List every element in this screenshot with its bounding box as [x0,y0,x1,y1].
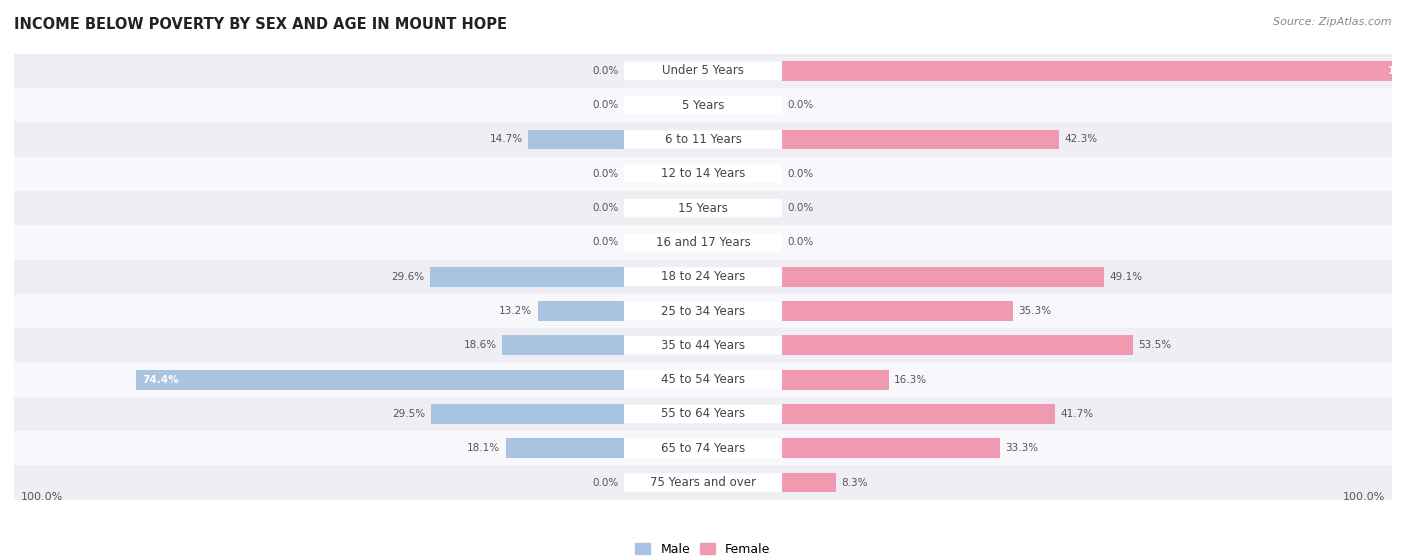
Text: 14.7%: 14.7% [489,135,523,144]
FancyBboxPatch shape [624,371,782,389]
FancyBboxPatch shape [624,267,782,286]
Bar [14,191,1392,225]
Bar [14,54,1392,88]
Bar [14,397,1392,431]
Text: 0.0%: 0.0% [787,203,813,213]
Text: 0.0%: 0.0% [593,238,619,248]
Bar [14,122,1392,157]
Bar [782,404,1056,424]
Legend: Male, Female: Male, Female [636,543,770,556]
Bar [502,335,624,356]
FancyBboxPatch shape [624,336,782,354]
FancyBboxPatch shape [624,439,782,457]
Text: 100.0%: 100.0% [1343,492,1385,503]
Text: 15 Years: 15 Years [678,202,728,215]
Text: INCOME BELOW POVERTY BY SEX AND AGE IN MOUNT HOPE: INCOME BELOW POVERTY BY SEX AND AGE IN M… [14,17,508,32]
Text: 75 Years and over: 75 Years and over [650,476,756,489]
Text: 6 to 11 Years: 6 to 11 Years [665,133,741,146]
FancyBboxPatch shape [624,199,782,217]
Text: 0.0%: 0.0% [787,169,813,179]
Bar [14,328,1392,362]
FancyBboxPatch shape [624,473,782,492]
Text: 49.1%: 49.1% [1109,272,1142,282]
Text: 100.0%: 100.0% [1388,66,1406,76]
Bar [14,465,1392,500]
Text: 29.6%: 29.6% [392,272,425,282]
Text: 45 to 54 Years: 45 to 54 Years [661,373,745,386]
Bar [14,157,1392,191]
Text: 33.3%: 33.3% [1005,443,1039,453]
Bar [14,88,1392,122]
Text: 13.2%: 13.2% [499,306,533,316]
Text: 0.0%: 0.0% [593,203,619,213]
Bar [782,438,1000,458]
FancyBboxPatch shape [624,61,782,80]
Bar [430,267,624,287]
FancyBboxPatch shape [624,233,782,252]
Text: 18.6%: 18.6% [464,340,496,350]
Bar [782,369,889,390]
Text: 16.3%: 16.3% [894,375,927,385]
Text: 53.5%: 53.5% [1137,340,1171,350]
Text: 42.3%: 42.3% [1064,135,1098,144]
Bar [14,362,1392,397]
Bar [14,225,1392,259]
Bar [782,61,1406,81]
Bar [782,130,1059,149]
FancyBboxPatch shape [624,405,782,423]
Text: 12 to 14 Years: 12 to 14 Years [661,167,745,181]
Bar [782,301,1014,321]
Bar [506,438,624,458]
Bar [430,404,624,424]
Text: 0.0%: 0.0% [593,100,619,110]
Text: 18.1%: 18.1% [467,443,501,453]
Bar [537,301,624,321]
Text: 35 to 44 Years: 35 to 44 Years [661,339,745,352]
Bar [527,130,624,149]
Text: 0.0%: 0.0% [787,238,813,248]
Bar [782,267,1104,287]
Bar [14,431,1392,465]
Text: 8.3%: 8.3% [841,477,868,487]
FancyBboxPatch shape [624,130,782,149]
Bar [782,472,837,492]
Text: 5 Years: 5 Years [682,99,724,112]
Text: 100.0%: 100.0% [21,492,63,503]
Text: 35.3%: 35.3% [1018,306,1052,316]
Text: 65 to 74 Years: 65 to 74 Years [661,442,745,454]
FancyBboxPatch shape [624,302,782,320]
Bar [136,369,624,390]
Text: Under 5 Years: Under 5 Years [662,64,744,77]
FancyBboxPatch shape [624,96,782,115]
Text: 74.4%: 74.4% [142,375,180,385]
Text: 0.0%: 0.0% [787,100,813,110]
Text: 18 to 24 Years: 18 to 24 Years [661,270,745,283]
Text: 0.0%: 0.0% [593,477,619,487]
Text: 55 to 64 Years: 55 to 64 Years [661,408,745,420]
Text: 0.0%: 0.0% [593,66,619,76]
Text: 0.0%: 0.0% [593,169,619,179]
Text: 25 to 34 Years: 25 to 34 Years [661,305,745,318]
Bar [14,294,1392,328]
Text: Source: ZipAtlas.com: Source: ZipAtlas.com [1274,17,1392,27]
Bar [782,335,1133,356]
Text: 41.7%: 41.7% [1060,409,1094,419]
FancyBboxPatch shape [624,164,782,183]
Bar [14,259,1392,294]
Text: 29.5%: 29.5% [392,409,426,419]
Text: 16 and 17 Years: 16 and 17 Years [655,236,751,249]
